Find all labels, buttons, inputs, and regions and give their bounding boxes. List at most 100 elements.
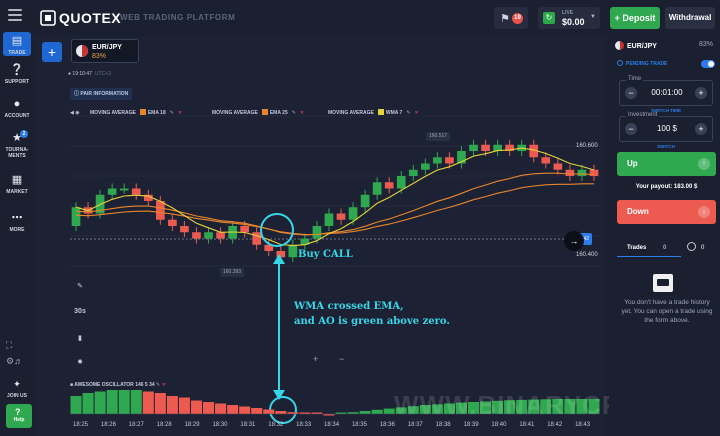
time-field[interactable]: Time − 00:01:00 + — [619, 76, 713, 106]
sidebar-item-support[interactable]: ❔ SUPPORT — [0, 64, 34, 85]
ao-bar — [227, 405, 239, 414]
ao-bar — [239, 406, 251, 414]
time-axis-label: 18:27 — [128, 422, 144, 428]
indicator-nav[interactable]: ◀ ◉ — [70, 108, 80, 118]
sidebar-item-market[interactable]: ▦ MARKET — [0, 174, 34, 195]
pending-trade-toggle[interactable] — [701, 60, 715, 68]
ao-param: 34 — [149, 382, 155, 388]
candle — [565, 169, 575, 176]
ao-indicator-label[interactable]: ■ AWESOME OSCILLATOR 146 5 34 ✎ ✕ — [70, 380, 166, 390]
candle — [143, 194, 153, 201]
panel-asset[interactable]: EUR/JPY 83% — [615, 41, 717, 55]
help-button[interactable]: ? Help — [6, 404, 32, 428]
close-icon[interactable]: ✕ — [177, 110, 183, 116]
close-icon[interactable]: ✕ — [414, 110, 419, 116]
chart-area[interactable]: + EUR/JPY 83% ● 19:10:47 UTC+3 ⓘ PAIR INF… — [34, 36, 720, 436]
annotation-arrow-head-up — [273, 254, 285, 264]
investment-field[interactable]: Investment − 100 $ + — [619, 112, 713, 142]
interval-button[interactable]: 30s — [74, 308, 86, 315]
info-icon: ⓘ — [74, 91, 81, 97]
chart-type-icon[interactable]: ▮ — [78, 335, 82, 342]
switch-time-link[interactable]: SWITCH TIME — [651, 108, 681, 113]
chart-icon: ▤ — [11, 35, 23, 47]
candle — [445, 157, 454, 164]
ao-settings-icon[interactable]: ■ — [70, 382, 74, 388]
time-increase-button[interactable]: + — [695, 87, 707, 99]
zoom-out-button[interactable]: − — [339, 354, 345, 364]
candle — [336, 213, 346, 220]
candle — [156, 201, 165, 220]
price-chart[interactable] — [34, 36, 606, 436]
indicator-wma-7[interactable]: MOVING AVERAGE WMA 7 ✎ ✕ — [328, 108, 419, 118]
join-us-link[interactable]: ✦ JOIN US — [0, 378, 34, 399]
up-button[interactable]: Up ↑ — [617, 152, 716, 176]
arrow-down-icon: ↓ — [698, 206, 710, 218]
ao-bar — [275, 411, 287, 414]
ao-bar — [588, 399, 600, 414]
ema-18-line — [75, 172, 595, 236]
candle — [300, 238, 310, 245]
indicators-icon[interactable]: ✸ — [77, 359, 83, 366]
pending-trade-row[interactable]: PENDING TRADE — [617, 60, 717, 70]
ao-bar — [215, 403, 227, 414]
edit-icon[interactable]: ✎ — [406, 110, 411, 116]
account-selector[interactable]: ↻ LIVE $0.00 ▼ — [538, 7, 600, 29]
indicator-type: EMA — [147, 110, 159, 116]
candle — [577, 169, 587, 176]
candle — [348, 207, 358, 220]
sound-icon[interactable]: ⚙♬ — [6, 356, 24, 366]
indicator-period: 18 — [160, 110, 166, 116]
down-button[interactable]: Down ↓ — [617, 200, 716, 224]
sidebar-item-tournaments[interactable]: ★ 2 TOURNA-MENTS — [0, 130, 34, 159]
pair-information-button[interactable]: ⓘ PAIR INFORMATION — [70, 88, 133, 100]
sidebar-item-label: ACCOUNT — [4, 113, 30, 119]
ao-bar — [263, 409, 275, 414]
trade-panel: EUR/JPY 83% PENDING TRADE Time − 00:01:0… — [609, 36, 720, 436]
close-icon[interactable]: ✕ — [299, 110, 305, 116]
candle — [457, 151, 466, 164]
scroll-to-latest-button[interactable]: → — [564, 231, 584, 251]
help-label: Help — [13, 417, 25, 423]
ao-bar — [528, 399, 540, 414]
close-icon[interactable]: ✕ — [161, 382, 166, 388]
sidebar-item-account[interactable]: ● ACCOUNT — [0, 98, 34, 119]
drawing-tool-icon[interactable]: ✎ — [77, 283, 83, 290]
sidebar-item-more[interactable]: ⋯ MORE — [0, 212, 34, 233]
notifications-button[interactable]: ⚑ 19 — [494, 7, 528, 29]
time-field-label: Time — [626, 76, 644, 82]
deposit-button[interactable]: + Deposit — [610, 7, 660, 29]
asset-selector[interactable]: EUR/JPY 83% — [71, 39, 139, 63]
switch-investment-link[interactable]: SWITCH — [657, 144, 675, 149]
candle — [421, 163, 430, 170]
time-axis-label: 18:29 — [184, 422, 200, 428]
time-axis-label: 18:37 — [407, 422, 423, 428]
ao-bar — [395, 407, 407, 414]
tab-trades[interactable]: Trades 0 — [617, 239, 681, 257]
edit-icon[interactable]: ✎ — [156, 382, 161, 388]
sidebar-item-trade[interactable]: ▤ TRADE — [3, 32, 31, 56]
indicator-ema-25[interactable]: MOVING AVERAGE EMA 25 ✎ ✕ — [212, 108, 304, 118]
edit-icon[interactable]: ✎ — [291, 110, 296, 116]
time-axis-label: 18:33 — [296, 422, 312, 428]
candle — [240, 226, 249, 233]
panel-asset-name: EUR/JPY — [627, 43, 657, 50]
pair-information-label: PAIR INFORMATION — [80, 91, 129, 97]
server-time: ● 19:10:47 UTC+3 — [68, 71, 111, 77]
fullscreen-icon[interactable]: ⛶ — [6, 340, 13, 350]
payout-text: Your payout: 183.00 $ — [635, 184, 698, 190]
investment-decrease-button[interactable]: − — [625, 123, 637, 135]
logo-text: QUOTEX — [59, 10, 122, 26]
zoom-in-button[interactable]: + — [313, 354, 319, 364]
edit-icon[interactable]: ✎ — [169, 110, 174, 116]
down-label: Down — [627, 207, 649, 216]
ao-bar — [468, 402, 480, 414]
candle — [505, 144, 514, 151]
investment-increase-button[interactable]: + — [695, 123, 707, 135]
indicator-ema-18[interactable]: MOVING AVERAGE EMA 18 ✎ ✕ — [90, 108, 182, 118]
withdrawal-button[interactable]: Withdrawal — [665, 7, 715, 29]
hamburger-menu-icon[interactable] — [8, 9, 22, 21]
add-chart-button[interactable]: + — [42, 42, 62, 62]
time-decrease-button[interactable]: − — [625, 87, 637, 99]
top-bar: QUOTEX WEB TRADING PLATFORM ⚑ 19 ↻ LIVE … — [0, 0, 720, 36]
tab-pending[interactable]: 0 — [687, 239, 719, 257]
